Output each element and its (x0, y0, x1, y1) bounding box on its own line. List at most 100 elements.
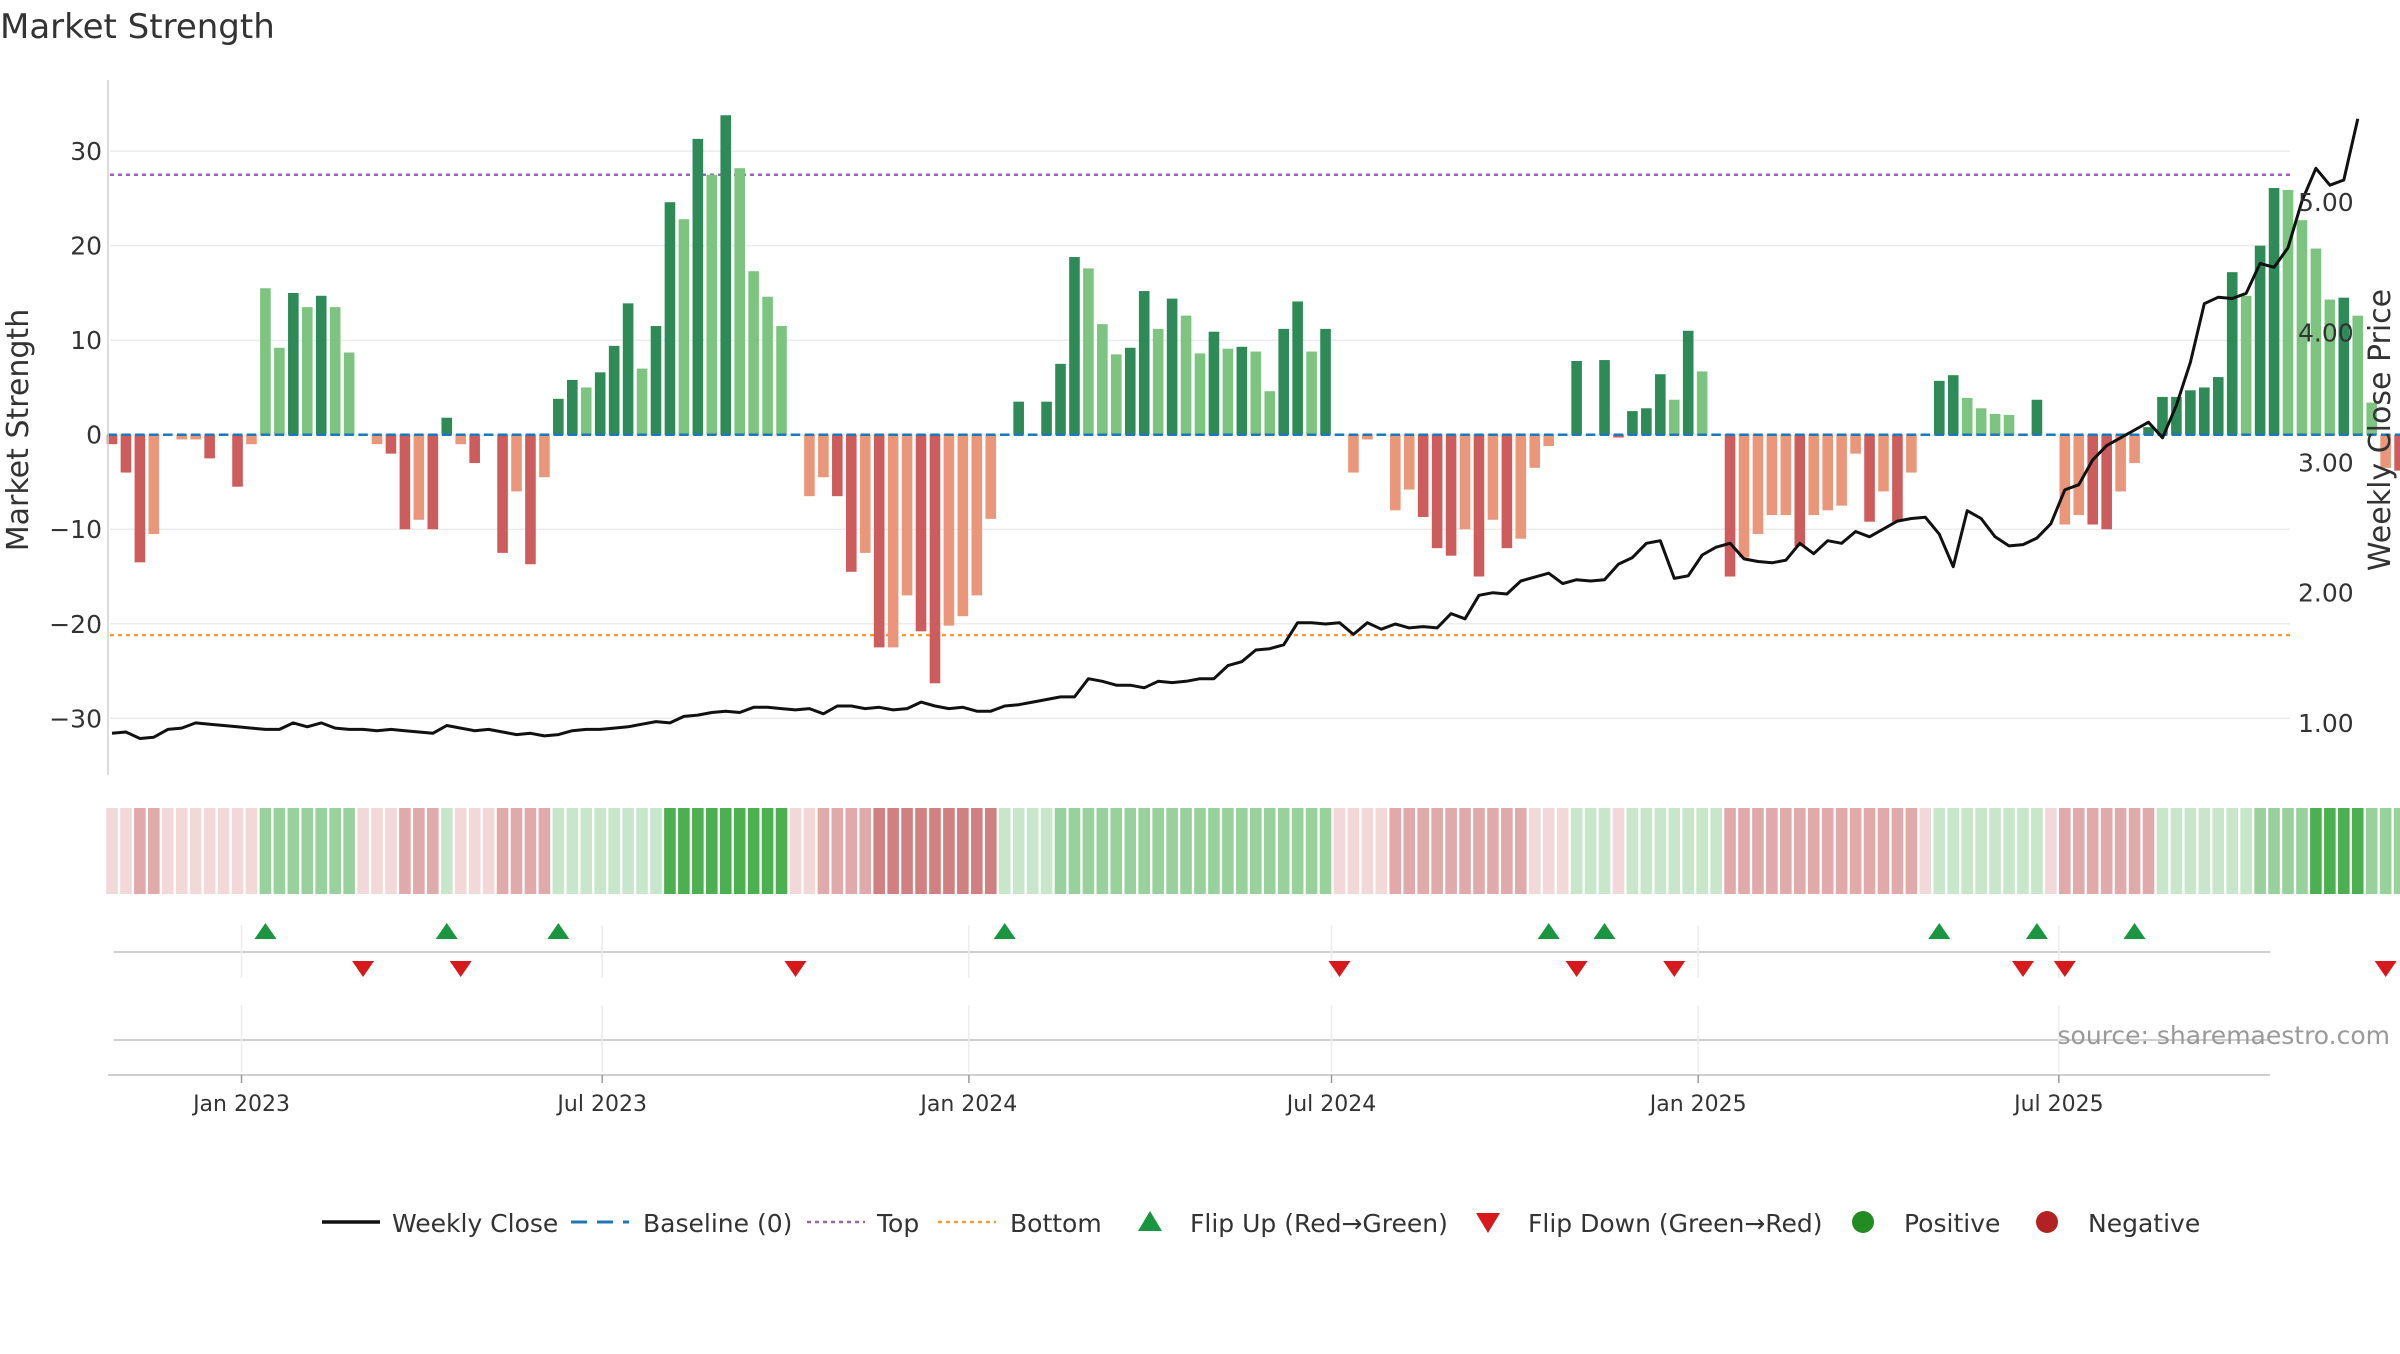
strength-bar (204, 434, 215, 459)
strength-bar (1403, 434, 1415, 490)
regime-cell (1877, 808, 1890, 894)
regime-cell (371, 808, 383, 894)
legend-label: Weekly Close (392, 1209, 558, 1238)
regime-cell (943, 808, 955, 894)
strength-bar (734, 168, 745, 435)
regime-cell (2017, 808, 2029, 894)
strength-bar (1180, 315, 1192, 435)
regime-cell (134, 808, 146, 894)
regime-cell (524, 808, 537, 894)
strength-bars (106, 115, 2400, 684)
regime-cell (1291, 808, 1304, 894)
regime-cell (2351, 808, 2364, 894)
strength-bar (1682, 330, 1694, 435)
signal-panel (114, 1005, 2270, 1072)
regime-cell (1347, 808, 1360, 894)
flip-down-marker (1565, 961, 1588, 977)
legend-label: Flip Down (Green→Red) (1528, 1209, 1823, 1238)
strength-bar (1152, 328, 1164, 435)
regime-cell (887, 808, 899, 894)
regime-cell (1515, 808, 1527, 894)
legend-label: Negative (2088, 1209, 2200, 1238)
strength-bar (2366, 402, 2378, 435)
strength-bar (706, 174, 718, 435)
strength-bar (1473, 434, 1485, 577)
strength-bar (1417, 434, 1429, 517)
y-tick-label: −30 (49, 704, 102, 733)
regime-cell (915, 808, 927, 894)
regime-cell (1821, 808, 1834, 894)
regime-cell (1054, 808, 1067, 894)
y-tick-label: −10 (49, 515, 102, 544)
flip-down-marker (449, 961, 472, 977)
flip-down-marker (2374, 961, 2397, 977)
legend-swatch-negative (2036, 1211, 2058, 1233)
regime-cell (1236, 808, 1248, 894)
regime-cell (2003, 808, 2015, 894)
y2-tick-label: 1.00 (2298, 709, 2354, 738)
regime-cell (148, 808, 160, 894)
y-axis-label: Market Strength (1, 309, 36, 551)
strength-bar (246, 434, 257, 445)
strength-bar (887, 434, 899, 648)
regime-cell (1752, 808, 1764, 894)
regime-cell (859, 808, 872, 894)
strength-bar (1975, 408, 1987, 435)
strength-bar (2296, 220, 2308, 435)
regime-cell (1668, 808, 1681, 894)
strength-bar (176, 434, 188, 440)
regime-cell (1152, 808, 1164, 894)
strength-bar (232, 434, 243, 487)
flip-up-marker (254, 923, 277, 939)
flip-up-marker (547, 923, 570, 939)
flip-up-marker (2025, 923, 2048, 939)
y-tick-label: 10 (70, 326, 102, 355)
strength-bar (2240, 295, 2252, 435)
regime-cell (315, 808, 328, 894)
regime-cell (1389, 808, 1402, 894)
regime-cell (566, 808, 579, 894)
flip-up-marker (1593, 923, 1616, 939)
strength-bar (2282, 189, 2294, 435)
strength-bar (2352, 315, 2364, 435)
regime-cell (1556, 808, 1569, 894)
strength-bar (678, 219, 690, 435)
flip-down-marker (1663, 961, 1686, 977)
weekly-close-layer (111, 118, 2360, 740)
x-tick-label: Jan 2025 (1648, 1092, 1747, 1117)
regime-cell (510, 808, 523, 894)
regime-cell (161, 808, 174, 894)
regime-strip (106, 808, 2400, 894)
regime-cell (1780, 808, 1792, 894)
strength-bar (1097, 324, 1108, 435)
regime-cell (2296, 808, 2308, 894)
strength-bar (1236, 346, 1248, 435)
strength-bar (2199, 387, 2210, 435)
regime-cell (1501, 808, 1513, 894)
flip-up-marker (435, 923, 458, 939)
x-tick-label: Jul 2023 (555, 1092, 647, 1117)
regime-cell (2086, 808, 2099, 894)
regime-cell (2100, 808, 2113, 894)
regime-cell (1849, 808, 1862, 894)
strength-bar (1794, 434, 1806, 547)
strength-bar (329, 307, 341, 435)
regime-cell (1835, 808, 1848, 894)
regime-cell (273, 808, 286, 894)
strength-bar (845, 434, 857, 572)
strength-bar (1599, 360, 1610, 435)
regime-cell (2198, 808, 2211, 894)
regime-cell (1166, 808, 1178, 894)
regime-cell (1277, 808, 1290, 894)
strength-bar (1892, 434, 1903, 522)
regime-cell (775, 808, 788, 894)
regime-cell (454, 808, 467, 894)
regime-cell (1208, 808, 1220, 894)
regime-cell (622, 808, 634, 894)
strength-bar (2268, 188, 2280, 435)
strength-bar (469, 434, 480, 464)
strength-bar (2101, 434, 2112, 530)
regime-cell (1961, 808, 1973, 894)
regime-cell (789, 808, 802, 894)
